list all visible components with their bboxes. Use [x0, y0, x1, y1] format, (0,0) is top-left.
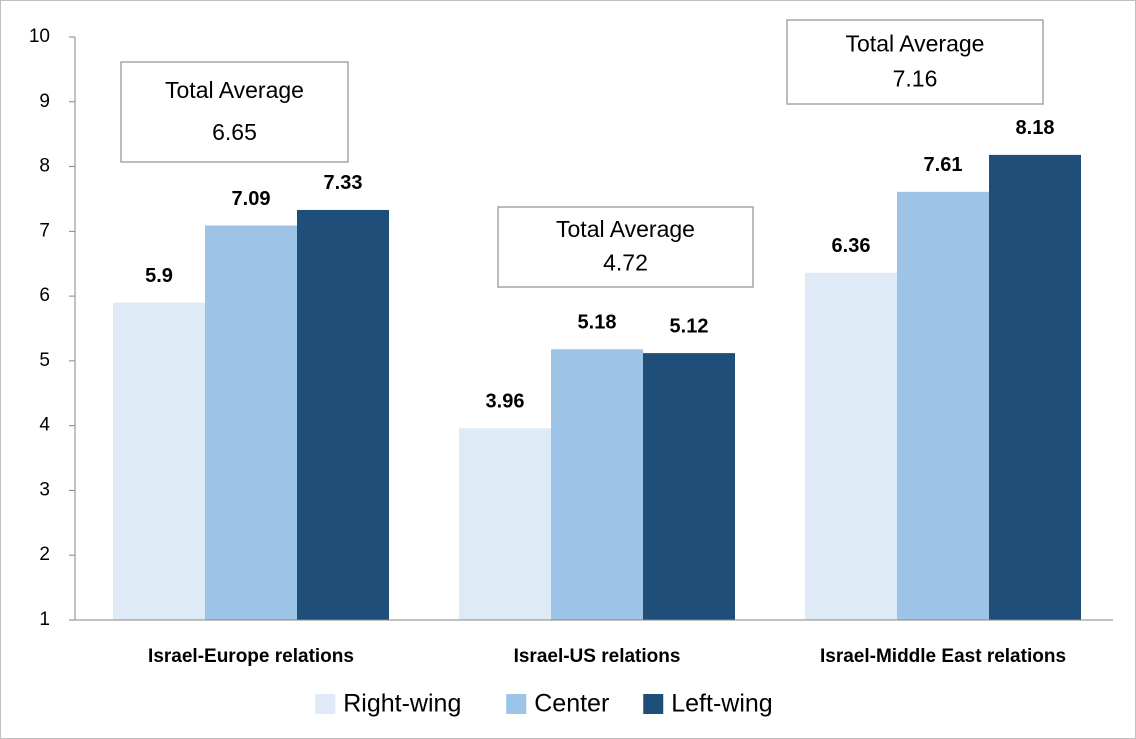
legend-swatch [506, 694, 527, 714]
y-tick-label: 5 [39, 350, 50, 371]
bar [897, 191, 989, 620]
x-tick-label: Israel-US relations [514, 646, 681, 667]
legend-label: Center [534, 690, 609, 718]
y-tick-label: 1 [39, 609, 50, 630]
value-label: 3.96 [486, 391, 525, 413]
annotation-box [497, 206, 754, 288]
bar [297, 209, 389, 620]
value-label: 5.18 [578, 312, 617, 334]
value-label: 7.09 [232, 188, 271, 210]
value-label: 7.61 [924, 154, 963, 176]
bar [113, 302, 205, 620]
value-label: 8.18 [1016, 117, 1055, 139]
bar [989, 154, 1081, 620]
bar [643, 353, 735, 620]
y-tick-label: 10 [29, 26, 50, 47]
legend-swatch [643, 694, 664, 714]
y-tick-label: 4 [39, 415, 50, 436]
x-tick-label: Israel-Middle East relations [820, 646, 1066, 667]
annotation-value: 6.65 [212, 119, 257, 145]
y-tick-label: 2 [39, 544, 50, 565]
y-tick-label: 8 [39, 156, 50, 177]
bar [551, 349, 643, 620]
value-label: 6.36 [832, 235, 871, 257]
y-tick-label: 7 [39, 220, 50, 241]
bar [205, 225, 297, 620]
x-tick-label: Israel-Europe relations [148, 646, 354, 667]
bar [459, 428, 551, 620]
legend-label: Left-wing [671, 690, 772, 718]
annotation-label: Total Average [846, 30, 985, 56]
annotation-box [786, 19, 1044, 105]
y-tick-label: 9 [39, 91, 50, 112]
annotation-label: Total Average [556, 216, 695, 242]
value-label: 7.33 [324, 172, 363, 194]
legend-label: Right-wing [343, 690, 461, 718]
annotation-value: 7.16 [893, 66, 938, 92]
y-tick-label: 3 [39, 479, 50, 500]
value-label: 5.12 [670, 315, 709, 337]
annotation-label: Total Average [165, 77, 304, 103]
y-tick-label: 6 [39, 285, 50, 306]
legend-swatch [315, 694, 336, 714]
annotation-value: 4.72 [603, 250, 648, 276]
annotation-box [120, 61, 349, 163]
value-label: 5.9 [145, 265, 173, 287]
bar [805, 272, 897, 620]
